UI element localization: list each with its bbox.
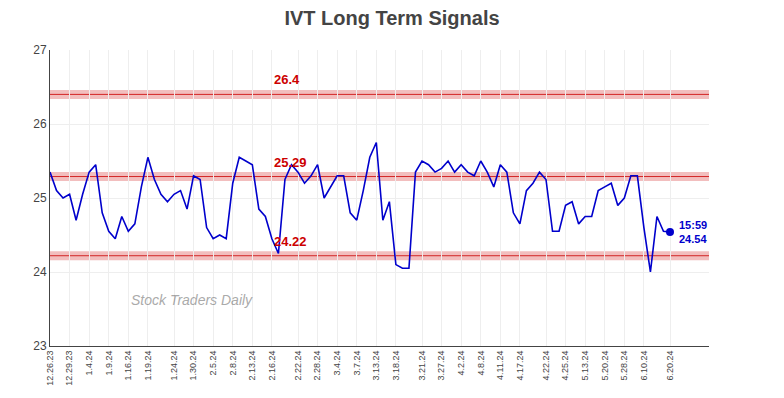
svg-text:3.4.24: 3.4.24 bbox=[332, 351, 342, 376]
svg-text:27: 27 bbox=[33, 43, 47, 57]
svg-text:6.10.24: 6.10.24 bbox=[639, 351, 649, 381]
svg-text:1.4.24: 1.4.24 bbox=[84, 351, 94, 376]
svg-text:4.11.24: 4.11.24 bbox=[495, 351, 505, 380]
svg-text:15:5924.54: 15:5924.54 bbox=[679, 219, 707, 245]
svg-text:6.20.24: 6.20.24 bbox=[665, 351, 675, 381]
svg-text:3.21.24: 3.21.24 bbox=[417, 351, 427, 381]
svg-text:12.26.23: 12.26.23 bbox=[45, 351, 55, 386]
svg-text:1.16.24: 1.16.24 bbox=[123, 351, 133, 381]
svg-text:3.7.24: 3.7.24 bbox=[352, 351, 362, 376]
svg-text:2.28.24: 2.28.24 bbox=[313, 351, 323, 381]
svg-text:2.22.24: 2.22.24 bbox=[293, 351, 303, 381]
svg-text:4.8.24: 4.8.24 bbox=[476, 351, 486, 376]
svg-text:1.19.24: 1.19.24 bbox=[143, 351, 153, 381]
svg-text:3.18.24: 3.18.24 bbox=[391, 351, 401, 381]
svg-text:2.5.24: 2.5.24 bbox=[208, 351, 218, 376]
svg-text:Stock Traders Daily: Stock Traders Daily bbox=[131, 292, 253, 308]
svg-text:5.20.24: 5.20.24 bbox=[600, 351, 610, 381]
svg-text:26: 26 bbox=[33, 117, 47, 131]
svg-text:25: 25 bbox=[33, 191, 47, 205]
svg-text:24: 24 bbox=[33, 265, 47, 279]
svg-text:2.13.24: 2.13.24 bbox=[247, 351, 257, 381]
svg-text:4.2.24: 4.2.24 bbox=[456, 351, 466, 376]
svg-text:25.29: 25.29 bbox=[274, 155, 307, 170]
svg-text:3.27.24: 3.27.24 bbox=[437, 351, 447, 381]
svg-text:1.24.24: 1.24.24 bbox=[169, 351, 179, 381]
svg-text:5.28.24: 5.28.24 bbox=[619, 351, 629, 381]
svg-text:24.22: 24.22 bbox=[274, 234, 307, 249]
svg-text:26.4: 26.4 bbox=[274, 72, 300, 87]
svg-text:23: 23 bbox=[33, 339, 47, 353]
svg-text:5.13.24: 5.13.24 bbox=[580, 351, 590, 381]
svg-text:4.22.24: 4.22.24 bbox=[541, 351, 551, 381]
svg-text:2.8.24: 2.8.24 bbox=[228, 351, 238, 376]
svg-text:1.9.24: 1.9.24 bbox=[104, 351, 114, 376]
svg-text:12.29.23: 12.29.23 bbox=[65, 351, 75, 386]
svg-text:4.25.24: 4.25.24 bbox=[561, 351, 571, 381]
svg-text:2.16.24: 2.16.24 bbox=[267, 351, 277, 381]
svg-text:4.17.24: 4.17.24 bbox=[515, 351, 525, 381]
svg-text:3.13.24: 3.13.24 bbox=[371, 351, 381, 381]
svg-text:1.30.24: 1.30.24 bbox=[189, 351, 199, 381]
svg-text:IVT Long Term Signals: IVT Long Term Signals bbox=[284, 7, 499, 29]
